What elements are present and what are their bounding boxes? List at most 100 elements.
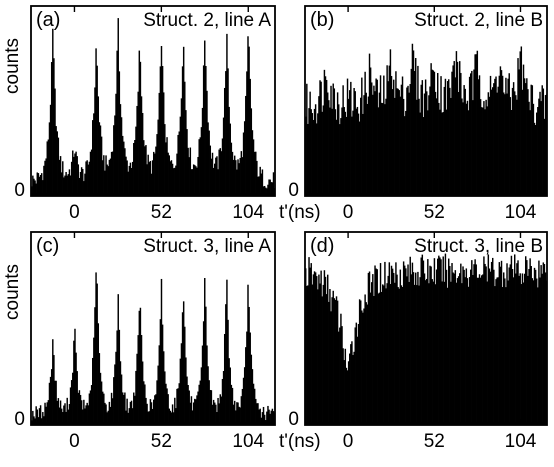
panel-a-histogram-bin [149,160,152,193]
panel-b-histogram-bin [415,58,417,194]
panel-a-histogram-bin [156,134,158,193]
panel-c-histogram-bin [246,331,248,422]
panel-a-histogram-bin [172,168,175,193]
panel-b-histogram-bin [364,71,366,193]
panel-c-histogram-bin [175,408,177,422]
panel-d-histogram-bin [520,284,523,422]
panel-c-histogram-bin [165,383,167,422]
panel-c-histogram-bin [220,396,223,422]
panel-d-frame [304,231,548,426]
panel-b-histogram-bin [399,96,402,193]
panel-a-histogram-bin [241,157,244,193]
panel-a-histogram-bin [218,149,220,193]
panel-c-histogram-bin [36,409,39,422]
panel-c-histogram-bin [253,388,256,422]
panel-c-histogram-bin [66,397,68,422]
panel-a-histogram-bin [125,156,127,193]
panel-d-histogram-bin [405,268,407,422]
panel-b-histogram-bin [317,113,319,193]
panel-d-histogram-bin [380,291,383,422]
panel-d-histogram-bin [518,275,520,422]
panel-c-histogram-bin [210,390,213,422]
panel-a-histogram-bin [257,176,259,193]
panel-c-histogram-bin [73,340,75,422]
panel-d-histogram-bin [357,324,360,422]
panel-d-histogram-bin [324,276,327,422]
panel-d-histogram-bin [371,282,373,422]
panel-b-histogram-bin [417,65,419,193]
panel-b-histogram-bin [457,92,460,193]
panel-a-histogram-bin [130,167,133,193]
panel-a-histogram-bin [240,151,243,193]
panel-c-histogram-bin [96,283,98,422]
panel-b-histogram-bin [419,112,421,193]
panel-a-histogram-bin [177,134,179,193]
panel-a-histogram-bin [230,142,233,193]
panel-d-histogram-bin [516,263,518,422]
panel-b-histogram-bin [376,79,378,193]
panel-c-histogram-bin [60,408,63,422]
panel-a-histogram-bin [153,151,155,193]
panel-c-histogram-bin [178,383,180,422]
panel-c-histogram-bin [37,417,40,422]
panel-c-histogram-bin [138,310,141,422]
panel-d-histogram-bin [422,260,425,422]
panel-d-histogram-bin [322,284,325,422]
panel-c-histogram-bin [256,403,258,422]
panel-d-histogram-bin [390,265,393,422]
panel-a-histogram-bin [100,136,103,193]
panel-c-histogram-bin [162,351,165,422]
panel-c-histogram-bin [83,399,85,422]
panel-d-histogram-bin [475,264,477,422]
panel-c-histogram-bin [153,399,155,422]
panel-a-histogram-bin [191,169,194,193]
panel-b-histogram-bin [532,103,535,193]
panel-c-histogram-bin [185,357,187,422]
panel-c-histogram-bin [117,294,119,422]
panel-d-histogram-bin [389,284,392,422]
panel-a-histogram-bin [205,66,207,193]
panel-c-histogram-bin [192,402,195,422]
panel-a-histogram-bin [70,161,73,193]
panel-c-histogram-bin [63,405,65,422]
panel-d-histogram-bin [331,297,333,422]
panel-b-histogram-bin [388,65,391,193]
panel-c-histogram-bin [167,394,169,422]
panel-d-histogram-bin [311,284,314,422]
panel-a-histogram-bin [39,174,42,193]
panel-a-histogram-bin [246,71,248,193]
panel-d-histogram-bin [446,287,449,422]
panel-d-histogram-bin [318,274,320,422]
panel-b-histogram-bin [393,79,395,193]
panel-d-histogram-bin [401,286,404,422]
panel-a-histogram-bin [113,125,115,193]
panel-a-histogram-bin [269,179,271,193]
panel-a-histogram-bin [110,151,113,193]
panel-d-histogram-bin [399,269,402,422]
panel-a-histogram-bin [239,157,241,193]
panel-a-histogram-bin [270,182,273,193]
panel-d-histogram-bin [429,265,431,422]
panel-a-histogram-bin [116,50,118,193]
panel-d-histogram-bin [332,290,334,422]
panel-c-histogram-bin [140,335,143,422]
panel-d-histogram-bin [312,274,315,422]
panel-b-histogram-bin [401,76,404,193]
panel-b-histogram-bin [327,92,329,193]
panel-d-histogram-bin [536,278,538,422]
panel-b-histogram-bin [430,63,432,193]
panel-a-histogram-bin [144,146,146,193]
panel-c-histogram-bin [119,361,122,422]
panel-a-histogram-bin [135,126,137,193]
panel-d-histogram-bin [449,266,451,422]
panel-c-histogram-bin [39,405,42,422]
panel-c-histogram-bin [130,400,133,422]
panel-d-histogram-bin [346,370,349,422]
panel-a-histogram-bin [101,160,104,193]
panel-d-histogram-bin [388,262,391,422]
panel-a-histogram-bin [126,160,128,193]
panel-b-histogram-bin [407,85,409,193]
panel-b-histogram-bin [371,82,373,193]
panel-d-histogram-bin [541,273,543,422]
panel-c-histogram-bin [68,404,71,422]
